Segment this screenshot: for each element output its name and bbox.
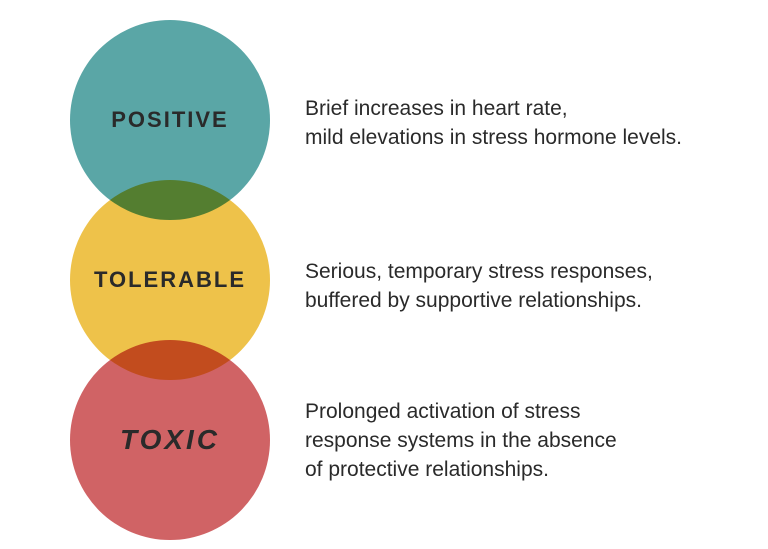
description-text-positive: Brief increases in heart rate, mild elev… [305, 97, 682, 149]
description-toxic: Prolonged activation of stress response … [305, 398, 617, 485]
description-positive: Brief increases in heart rate, mild elev… [305, 95, 682, 153]
circle-label-tolerable: TOLERABLE [94, 267, 246, 293]
circle-label-positive: POSITIVE [111, 107, 228, 133]
description-text-tolerable: Serious, temporary stress responses, buf… [305, 260, 653, 312]
description-text-toxic: Prolonged activation of stress response … [305, 400, 617, 481]
description-tolerable: Serious, temporary stress responses, buf… [305, 258, 653, 316]
circle-label-toxic: TOXIC [120, 424, 220, 456]
infographic-container: POSITIVE Brief increases in heart rate, … [0, 0, 768, 549]
circle-toxic: TOXIC [70, 340, 270, 540]
